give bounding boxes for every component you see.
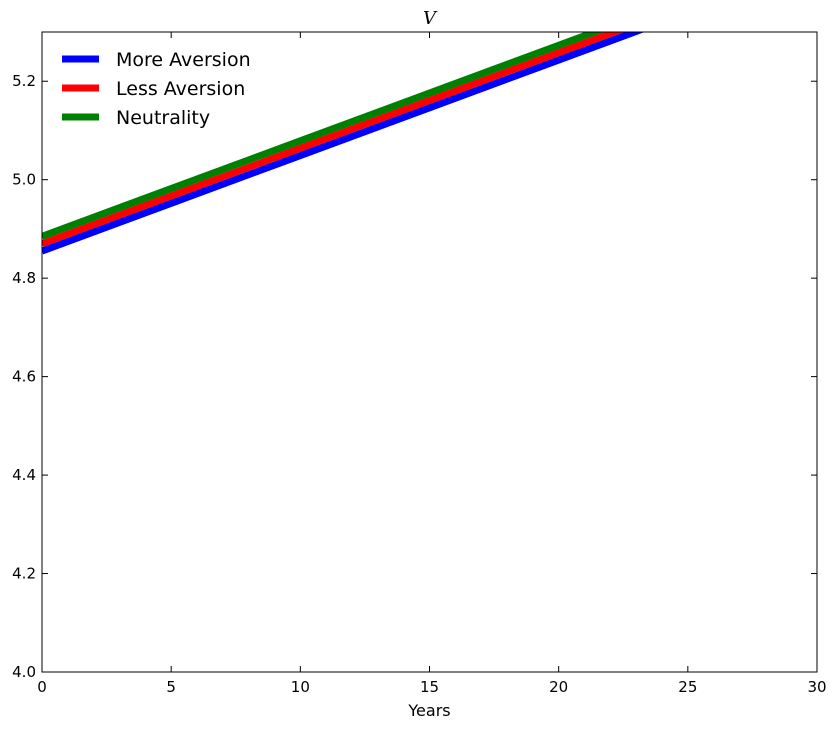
plot-background [42, 32, 817, 672]
y-tick-label: 4.0 [12, 663, 36, 681]
x-tick-label: 25 [678, 678, 697, 696]
y-tick-label: 4.2 [12, 565, 36, 583]
series-line-neutrality [42, 32, 605, 240]
x-tick-label: 15 [420, 678, 439, 696]
series-line-more-aversion [42, 32, 645, 255]
legend-label: Less Aversion [116, 78, 245, 100]
x-tick-label: 10 [291, 678, 310, 696]
x-tick-label: 20 [549, 678, 568, 696]
y-tick-label: 5.0 [12, 171, 36, 189]
series-layer [42, 32, 645, 255]
y-tick-label: 4.4 [12, 466, 36, 484]
chart-title: V [423, 8, 438, 29]
x-tick-label: 30 [807, 678, 826, 696]
plot-frame [41, 31, 818, 673]
tick-layer: 0 5 10 15 20 25 30 4.0 4.2 4.4 4.6 4.8 5.0 5.2 [12, 32, 827, 696]
y-tick-label: 4.8 [12, 269, 36, 287]
legend-label: Neutrality [116, 107, 210, 129]
x-axis-label: Years [407, 701, 450, 720]
series-line-less-aversion [42, 32, 625, 247]
legend-label: More Aversion [116, 49, 251, 71]
x-tick-label: 5 [166, 678, 176, 696]
y-tick-label: 4.6 [12, 368, 36, 386]
x-tick-label: 0 [37, 678, 47, 696]
y-tick-label: 5.2 [12, 72, 36, 90]
legend: More Aversion Less Aversion Neutrality [62, 49, 251, 129]
